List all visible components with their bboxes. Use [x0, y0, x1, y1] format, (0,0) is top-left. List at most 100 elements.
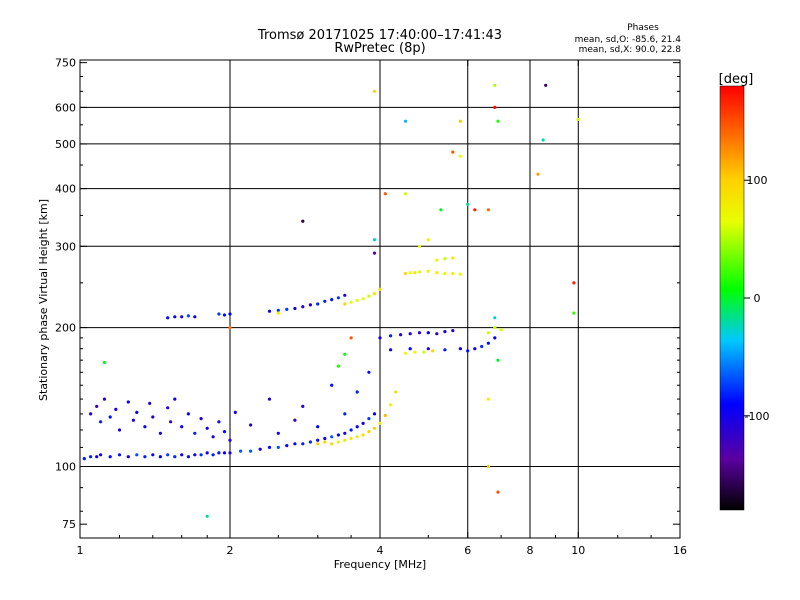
data-point	[466, 349, 470, 353]
x-axis-ticks: 1 2 4 6 8 10 16	[77, 60, 687, 557]
data-point	[383, 192, 387, 196]
data-point	[486, 397, 490, 401]
data-point	[486, 208, 490, 212]
data-point	[496, 358, 500, 362]
data-point	[193, 315, 197, 319]
y-tick-label: 300	[55, 240, 76, 253]
data-point	[180, 453, 184, 457]
data-point	[349, 300, 353, 304]
data-point	[205, 514, 209, 518]
data-point	[267, 445, 272, 449]
data-point	[435, 271, 439, 275]
data-point	[443, 271, 447, 276]
data-point	[378, 421, 382, 425]
data-point	[343, 293, 347, 297]
data-point	[173, 455, 177, 459]
data-point	[323, 436, 327, 441]
data-point	[378, 287, 382, 291]
data-point	[536, 172, 540, 176]
data-point	[285, 307, 289, 311]
data-point	[403, 119, 408, 123]
data-point	[239, 449, 243, 453]
colorbar-tick-label: -100	[745, 410, 770, 423]
chart-subtitle: RwPretec (8p)	[334, 41, 425, 56]
data-point	[417, 244, 422, 248]
data-point	[222, 313, 227, 317]
data-point	[276, 445, 280, 449]
data-point	[394, 390, 398, 394]
data-point	[228, 451, 232, 455]
y-tick-label: 600	[55, 101, 76, 114]
data-point	[493, 105, 497, 109]
data-point	[89, 412, 93, 416]
data-point	[480, 344, 484, 349]
data-point	[222, 430, 227, 434]
data-point	[249, 449, 253, 453]
data-point	[466, 202, 470, 206]
data-point	[126, 455, 130, 459]
x-tick-label: 16	[673, 544, 687, 557]
data-point	[443, 330, 447, 334]
data-point	[435, 258, 439, 262]
y-tick-label: 500	[55, 138, 76, 151]
data-point	[193, 453, 197, 457]
data-point	[572, 311, 576, 315]
data-point	[166, 316, 170, 320]
data-point	[186, 314, 190, 318]
data-point	[135, 410, 139, 414]
data-point	[205, 426, 209, 430]
data-point	[330, 442, 334, 446]
data-point	[403, 192, 408, 196]
data-point	[180, 315, 184, 319]
data-point	[316, 442, 320, 446]
data-point	[131, 418, 135, 422]
data-point	[422, 350, 426, 354]
data-point	[426, 238, 430, 242]
data-point	[417, 331, 422, 335]
data-point	[293, 418, 297, 422]
colorbar-ticks: 100 0 -100	[744, 174, 769, 423]
data-point	[95, 455, 99, 459]
data-point	[102, 360, 107, 365]
data-point	[451, 329, 455, 333]
data-point	[426, 347, 430, 351]
data-point	[316, 438, 320, 442]
data-point	[102, 397, 107, 401]
data-point	[108, 415, 112, 419]
data-point	[367, 294, 371, 298]
data-point	[330, 298, 334, 302]
data-point	[355, 435, 359, 439]
data-point	[486, 331, 490, 335]
data-point	[222, 451, 227, 455]
data-point	[330, 435, 334, 439]
data-point	[336, 433, 340, 437]
y-tick-label: 75	[62, 518, 76, 531]
phase-stats-x: mean, sd,X: 90.0, 22.8	[579, 45, 682, 55]
data-point	[108, 455, 112, 459]
data-point	[493, 83, 497, 87]
data-point	[493, 336, 497, 340]
data-point	[323, 440, 327, 444]
x-tick-label: 1	[77, 544, 84, 557]
data-point	[389, 348, 393, 352]
data-point	[486, 341, 490, 345]
data-point	[301, 305, 305, 309]
data-point	[249, 423, 253, 427]
data-point	[355, 390, 359, 394]
data-point	[258, 447, 262, 451]
data-point	[276, 308, 280, 312]
data-point	[372, 238, 377, 242]
data-point	[443, 348, 447, 352]
data-point	[211, 453, 215, 457]
data-point	[361, 421, 365, 425]
data-point	[572, 281, 576, 285]
data-point	[355, 425, 359, 429]
data-point	[389, 403, 393, 407]
data-point	[431, 349, 435, 353]
data-point	[151, 415, 155, 419]
data-point	[267, 309, 272, 313]
y-tick-label: 100	[55, 461, 76, 474]
data-point	[89, 455, 93, 459]
data-point	[180, 425, 184, 429]
